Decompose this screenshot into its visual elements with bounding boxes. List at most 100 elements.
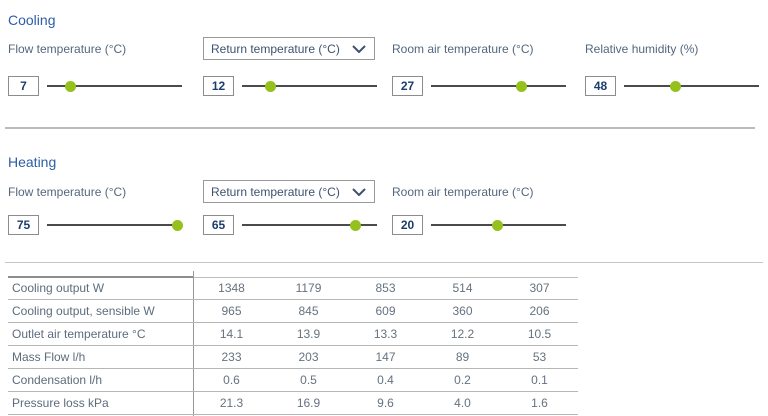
slider-thumb[interactable] bbox=[516, 81, 528, 92]
slider-thumb[interactable] bbox=[171, 220, 183, 231]
table-row: Pressure loss kPa 21.3 16.9 9.6 4.0 1.6 bbox=[8, 392, 578, 415]
row-label: Pressure loss kPa bbox=[12, 396, 109, 410]
value-cell: 10.5 bbox=[527, 327, 552, 341]
control: Flow temperature (°C) bbox=[8, 183, 183, 253]
value-cell: 13.3 bbox=[373, 327, 398, 341]
table-header-border-left bbox=[8, 276, 193, 278]
value-cell: 4.0 bbox=[454, 396, 471, 410]
slider-track[interactable] bbox=[624, 76, 759, 96]
return-temperature-select[interactable]: Return temperature (°C) bbox=[203, 180, 375, 203]
value-input[interactable] bbox=[8, 76, 39, 96]
cooling-controls-row: Flow temperature (°C) Return temperature… bbox=[8, 37, 768, 110]
slider-track[interactable] bbox=[242, 215, 377, 235]
value-cell: 0.6 bbox=[223, 373, 240, 387]
row-label: Cooling output W bbox=[12, 281, 105, 295]
table-top-divider bbox=[5, 262, 763, 263]
value-cell: 845 bbox=[298, 304, 319, 318]
slider-thumb[interactable] bbox=[350, 220, 362, 231]
value-cell: 965 bbox=[221, 304, 242, 318]
slider-track-line bbox=[242, 224, 377, 226]
value-cell: 89 bbox=[455, 350, 470, 364]
slider-track-line bbox=[242, 85, 377, 87]
control-label: Flow temperature (°C) bbox=[8, 185, 127, 199]
value-cell: 1.6 bbox=[531, 396, 548, 410]
slider-thumb[interactable] bbox=[64, 81, 76, 92]
row-label: Mass Flow l/h bbox=[12, 350, 86, 364]
value-cell: 53 bbox=[532, 350, 547, 364]
table-header-border-right bbox=[193, 277, 578, 278]
control: Room air temperature (°C) bbox=[392, 183, 566, 253]
value-cell: 21.3 bbox=[219, 396, 244, 410]
table-row: Cooling output, sensible W 965 845 609 360 2… bbox=[8, 300, 578, 323]
control: Flow temperature (°C) bbox=[8, 40, 182, 110]
chevron-down-icon bbox=[352, 44, 366, 53]
control-label: Room air temperature (°C) bbox=[392, 42, 534, 56]
table-column-divider bbox=[193, 271, 194, 416]
value-input[interactable] bbox=[203, 76, 234, 96]
slider-thumb[interactable] bbox=[265, 81, 277, 92]
slider-track-line bbox=[431, 85, 566, 87]
control: Return temperature (°C) bbox=[203, 180, 377, 253]
value-cell: 203 bbox=[298, 350, 319, 364]
row-label: Condensation l/h bbox=[12, 373, 103, 387]
row-cells: 965 845 609 360 206 bbox=[193, 304, 578, 318]
slider-track[interactable] bbox=[47, 215, 183, 235]
value-cell: 147 bbox=[375, 350, 396, 364]
value-cell: 0.2 bbox=[454, 373, 471, 387]
row-cells: 21.3 16.9 9.6 4.0 1.6 bbox=[193, 396, 578, 410]
value-input[interactable] bbox=[392, 76, 423, 96]
results-table: Cooling output W 1348 1179 853 514 307 Cooli… bbox=[8, 277, 578, 415]
table-row: Mass Flow l/h 233 203 147 89 53 bbox=[8, 346, 578, 369]
slider-track[interactable] bbox=[431, 76, 566, 96]
cooling-section-title: Cooling bbox=[8, 12, 56, 28]
row-label: Outlet air temperature °C bbox=[12, 327, 146, 341]
slider-thumb[interactable] bbox=[670, 81, 682, 92]
slider-track[interactable] bbox=[47, 76, 182, 96]
control: Room air temperature (°C) bbox=[392, 40, 566, 110]
value-cell: 0.4 bbox=[377, 373, 394, 387]
slider-track[interactable] bbox=[431, 215, 566, 235]
row-cells: 1348 1179 853 514 307 bbox=[193, 281, 578, 295]
value-cell: 14.1 bbox=[219, 327, 244, 341]
heating-section-title: Heating bbox=[8, 154, 57, 170]
value-cell: 1179 bbox=[295, 281, 322, 295]
row-label: Cooling output, sensible W bbox=[12, 304, 155, 318]
value-cell: 16.9 bbox=[296, 396, 321, 410]
row-cells: 0.6 0.5 0.4 0.2 0.1 bbox=[193, 373, 578, 387]
value-input[interactable] bbox=[585, 76, 616, 96]
slider-track-line bbox=[47, 85, 182, 87]
value-cell: 0.1 bbox=[531, 373, 548, 387]
table-row: Condensation l/h 0.6 0.5 0.4 0.2 0.1 bbox=[8, 369, 578, 392]
value-input[interactable] bbox=[203, 215, 234, 235]
value-cell: 307 bbox=[529, 281, 550, 295]
control: Relative humidity (%) bbox=[585, 40, 759, 110]
value-cell: 853 bbox=[375, 281, 396, 295]
control: Return temperature (°C) bbox=[203, 37, 377, 110]
chevron-down-icon bbox=[352, 187, 366, 196]
value-cell: 9.6 bbox=[377, 396, 394, 410]
value-cell: 206 bbox=[529, 304, 550, 318]
return-temperature-select[interactable]: Return temperature (°C) bbox=[203, 37, 375, 60]
value-cell: 13.9 bbox=[296, 327, 321, 341]
slider-thumb[interactable] bbox=[492, 220, 504, 231]
slider-track-line bbox=[624, 85, 759, 87]
slider-track-line bbox=[47, 224, 182, 226]
value-input[interactable] bbox=[8, 215, 39, 235]
control-label: Flow temperature (°C) bbox=[8, 42, 127, 56]
select-label: Return temperature (°C) bbox=[211, 41, 340, 56]
value-cell: 1348 bbox=[218, 281, 245, 295]
row-cells: 233 203 147 89 53 bbox=[193, 350, 578, 364]
value-cell: 609 bbox=[375, 304, 396, 318]
control-label: Room air temperature (°C) bbox=[392, 185, 534, 199]
control-label: Relative humidity (%) bbox=[585, 42, 699, 56]
section-divider bbox=[5, 127, 755, 129]
value-cell: 0.5 bbox=[300, 373, 317, 387]
select-label: Return temperature (°C) bbox=[211, 184, 340, 199]
slider-track[interactable] bbox=[242, 76, 377, 96]
value-cell: 12.2 bbox=[450, 327, 475, 341]
value-cell: 514 bbox=[452, 281, 473, 295]
value-input[interactable] bbox=[392, 215, 423, 235]
value-cell: 360 bbox=[452, 304, 473, 318]
table-row: Outlet air temperature °C 14.1 13.9 13.3 12… bbox=[8, 323, 578, 346]
